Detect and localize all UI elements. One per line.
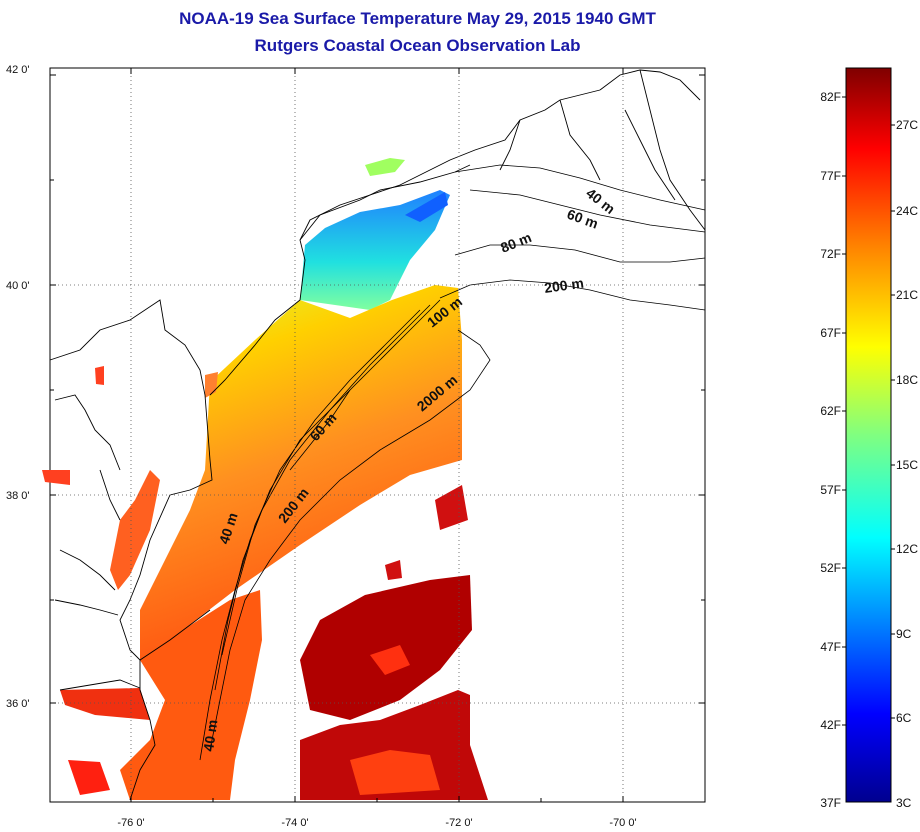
map-subtitle: Rutgers Coastal Ocean Observation Lab [254,36,581,55]
lat-label: 40 0' [6,280,30,292]
colorbar-c-label: 21C [896,288,918,302]
colorbar-f-label: 47F [820,640,841,654]
bathymetry-contours [199,164,706,761]
axis-ticks [50,68,706,802]
colorbar-f-label: 72F [820,247,841,261]
lat-label: 36 0' [6,698,30,710]
colorbar-f-label: 42F [820,718,841,732]
lon-label: -70 0' [609,817,636,829]
colorbar-f-label: 52F [820,561,841,575]
colorbar-c-label: 6C [896,711,912,725]
colorbar-ticks [842,96,895,726]
contour-label: 40 m [200,719,220,753]
colorbar-f-label: 57F [820,483,841,497]
colorbar-c-label: 18C [896,373,918,387]
colorbar-c-label: 9C [896,627,912,641]
coastline [49,69,706,801]
lon-label: -74 0' [281,817,308,829]
colorbar-f-label: 67F [820,326,841,340]
colorbar [845,67,892,803]
lon-label: -72 0' [445,817,472,829]
colorbar-c-label: 27C [896,118,918,132]
lat-label: 38 0' [6,490,30,502]
colorbar-c-label: 12C [896,542,918,556]
map-title: NOAA-19 Sea Surface Temperature May 29, … [179,9,656,28]
contour-label: 200 m [543,275,585,296]
colorbar-c-label: 3C [896,796,912,810]
sst-field [42,158,488,800]
colorbar-f-label: 77F [820,169,841,183]
lat-label: 42 0' [6,64,30,76]
colorbar-c-label: 24C [896,204,918,218]
colorbar-c-label: 15C [896,458,918,472]
colorbar-f-label: 82F [820,90,841,104]
colorbar-f-label: 37F [820,796,841,810]
colorbar-f-label: 62F [820,404,841,418]
lon-label: -76 0' [117,817,144,829]
